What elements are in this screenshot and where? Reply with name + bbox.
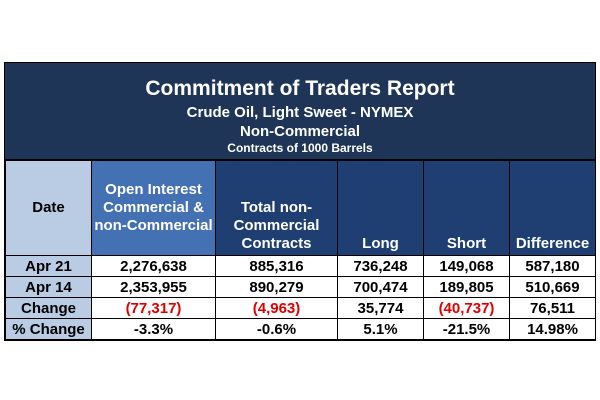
col-header-difference: Difference: [509, 160, 596, 256]
col-header-long: Long: [337, 160, 424, 256]
data-table: Date Open Interest Commercial & non-Comm…: [5, 160, 596, 340]
col-header-short: Short: [423, 160, 510, 256]
table-row: Apr 21 2,276,638 885,316 736,248 149,068 587,…: [5, 255, 596, 277]
row-label: Apr 14: [5, 276, 92, 298]
cell-difference: 587,180: [509, 255, 596, 277]
cell-difference: 14.98%: [509, 318, 596, 340]
table-row: % Change -3.3% -0.6% 5.1% -21.5% 14.98%: [5, 318, 596, 340]
cell-total-non-commercial: (4,963): [215, 297, 338, 319]
table-body: Apr 21 2,276,638 885,316 736,248 149,068 587,…: [5, 255, 596, 340]
cell-difference: 510,669: [509, 276, 596, 298]
cell-short: -21.5%: [423, 318, 510, 340]
cell-short: 189,805: [423, 276, 510, 298]
report-subtitle: Crude Oil, Light Sweet - NYMEX: [186, 104, 414, 121]
cell-long: 700,474: [337, 276, 424, 298]
cell-total-non-commercial: 890,279: [215, 276, 338, 298]
row-label: Apr 21: [5, 255, 92, 277]
header-row: Date Open Interest Commercial & non-Comm…: [5, 160, 596, 256]
cell-short: (40,737): [423, 297, 510, 319]
report-units: Contracts of 1000 Barrels: [227, 141, 373, 155]
col-header-date: Date: [5, 160, 92, 256]
cell-total-non-commercial: -0.6%: [215, 318, 338, 340]
cell-total-non-commercial: 885,316: [215, 255, 338, 277]
cell-short: 149,068: [423, 255, 510, 277]
table-row: Apr 14 2,353,955 890,279 700,474 189,805 510,…: [5, 276, 596, 298]
cell-open-interest: 2,276,638: [91, 255, 216, 277]
report-title: Commitment of Traders Report: [145, 77, 455, 100]
cot-report: Commitment of Traders Report Crude Oil, …: [4, 62, 596, 341]
cell-open-interest: -3.3%: [91, 318, 216, 340]
cell-long: 35,774: [337, 297, 424, 319]
table-row: Change (77,317) (4,963) 35,774 (40,737) 76,51…: [5, 297, 596, 319]
row-label: Change: [5, 297, 92, 319]
cell-open-interest: (77,317): [91, 297, 216, 319]
row-label: % Change: [5, 318, 92, 340]
report-category: Non-Commercial: [239, 123, 361, 140]
col-header-total-non-commercial: Total non-Commercial Contracts: [215, 160, 338, 256]
cell-difference: 76,511: [509, 297, 596, 319]
col-header-open-interest: Open Interest Commercial & non-Commercia…: [91, 160, 216, 256]
cell-open-interest: 2,353,955: [91, 276, 216, 298]
cell-long: 736,248: [337, 255, 424, 277]
cell-long: 5.1%: [337, 318, 424, 340]
report-title-box: Commitment of Traders Report Crude Oil, …: [5, 63, 595, 160]
